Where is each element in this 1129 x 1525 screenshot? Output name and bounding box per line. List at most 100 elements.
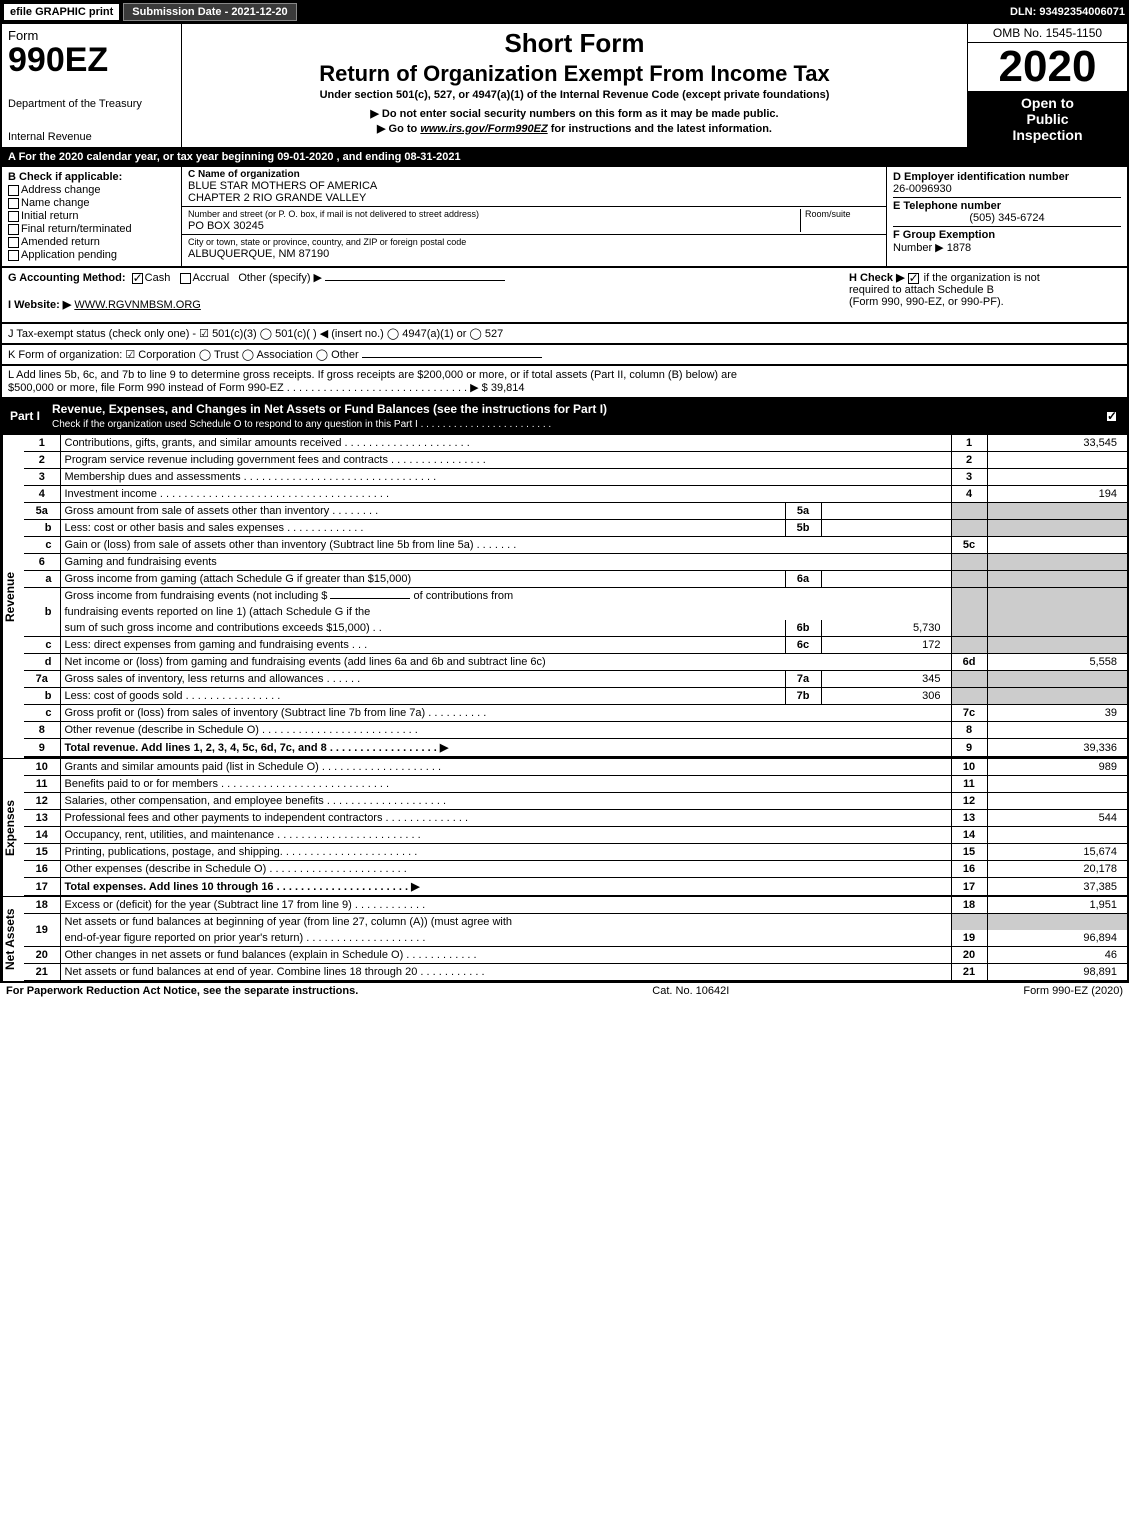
line-6b-3: sum of such gross income and contributio… — [24, 620, 1127, 637]
line-6c: c Less: direct expenses from gaming and … — [24, 637, 1127, 654]
line-6a: a Gross income from gaming (attach Sched… — [24, 571, 1127, 588]
col-b-checkboxes: B Check if applicable: Address change Na… — [2, 167, 182, 266]
header-center: Short Form Return of Organization Exempt… — [182, 24, 967, 147]
j-text: J Tax-exempt status (check only one) - ☑… — [8, 328, 503, 340]
omb-number: OMB No. 1545-1150 — [968, 24, 1127, 43]
goto-instructions: ▶ Go to www.irs.gov/Form990EZ for instru… — [190, 122, 959, 135]
line-16: 16 Other expenses (describe in Schedule … — [24, 861, 1127, 878]
row-k: K Form of organization: ☑ Corporation ◯ … — [0, 345, 1129, 366]
h-text1: if the organization is not — [924, 272, 1040, 284]
line-20: 20 Other changes in net assets or fund b… — [24, 947, 1127, 964]
k-other-input[interactable] — [362, 357, 542, 358]
chk-amended-return[interactable]: Amended return — [8, 236, 175, 248]
line-15: 15 Printing, publications, postage, and … — [24, 844, 1127, 861]
line-2: 2 Program service revenue including gove… — [24, 452, 1127, 469]
chk-final-return[interactable]: Final return/terminated — [8, 223, 175, 235]
h-text2: required to attach Schedule B — [849, 284, 994, 296]
group-exemption-block: F Group Exemption Number ▶ 1878 — [893, 227, 1121, 254]
line-19a: 19 Net assets or fund balances at beginn… — [24, 914, 1127, 931]
net-assets-section: Net Assets 18 Excess or (deficit) for th… — [0, 896, 1129, 983]
line-11: 11 Benefits paid to or for members . . .… — [24, 776, 1127, 793]
line-3: 3 Membership dues and assessments . . . … — [24, 469, 1127, 486]
org-name-block: C Name of organization BLUE STAR MOTHERS… — [182, 167, 886, 207]
form-number: 990EZ — [8, 43, 175, 77]
form-header: Form 990EZ Department of the Treasury In… — [0, 24, 1129, 149]
l-text2: $500,000 or more, file Form 990 instead … — [8, 381, 1121, 394]
group-ex-label2: Number ▶ — [893, 242, 944, 254]
efile-label: efile GRAPHIC print — [4, 4, 119, 20]
line-5b: b Less: cost or other basis and sales ex… — [24, 520, 1127, 537]
line-13: 13 Professional fees and other payments … — [24, 810, 1127, 827]
return-title: Return of Organization Exempt From Incom… — [190, 61, 959, 87]
open-line1: Open to — [970, 95, 1125, 111]
under-section: Under section 501(c), 527, or 4947(a)(1)… — [190, 89, 959, 101]
submission-date: Submission Date - 2021-12-20 — [123, 3, 296, 21]
row-g-h: G Accounting Method: Cash Accrual Other … — [0, 268, 1129, 324]
line-8: 8 Other revenue (describe in Schedule O)… — [24, 722, 1127, 739]
open-line3: Inspection — [970, 127, 1125, 143]
line-5a: 5a Gross amount from sale of assets othe… — [24, 503, 1127, 520]
chk-accrual[interactable] — [180, 273, 191, 284]
g-label: G Accounting Method: — [8, 272, 126, 284]
chk-cash[interactable] — [132, 273, 143, 284]
group-ex-label: F Group Exemption — [893, 229, 995, 241]
addr-label: Number and street (or P. O. box, if mail… — [188, 209, 479, 219]
col-d-ids: D Employer identification number 26-0096… — [887, 167, 1127, 266]
part-1-label: Part I — [10, 409, 40, 423]
expenses-table: 10 Grants and similar amounts paid (list… — [24, 759, 1127, 896]
line-7c: c Gross profit or (loss) from sales of i… — [24, 705, 1127, 722]
city-value: ALBUQUERQUE, NM 87190 — [188, 248, 329, 260]
chk-application-pending[interactable]: Application pending — [8, 249, 175, 261]
header-left: Form 990EZ Department of the Treasury In… — [2, 24, 182, 147]
part-1-schedule-o-check[interactable] — [1106, 411, 1117, 422]
line-9: 9 Total revenue. Add lines 1, 2, 3, 4, 5… — [24, 739, 1127, 758]
row-j: J Tax-exempt status (check only one) - ☑… — [0, 324, 1129, 345]
website-value[interactable]: WWW.RGVNMBSM.ORG — [74, 299, 201, 311]
col-b-title: B Check if applicable: — [8, 171, 175, 183]
line-17: 17 Total expenses. Add lines 10 through … — [24, 878, 1127, 896]
org-city-block: City or town, state or province, country… — [182, 235, 886, 262]
org-name-label: C Name of organization — [188, 169, 300, 180]
net-assets-table: 18 Excess or (deficit) for the year (Sub… — [24, 897, 1127, 981]
chk-name-change[interactable]: Name change — [8, 197, 175, 209]
revenue-section: Revenue 1 Contributions, gifts, grants, … — [0, 435, 1129, 758]
i-label: I Website: ▶ — [8, 299, 71, 311]
6b-blank[interactable] — [330, 598, 410, 599]
l-text1: L Add lines 5b, 6c, and 7b to line 9 to … — [8, 369, 1121, 381]
irs-link[interactable]: www.irs.gov/Form990EZ — [420, 123, 547, 135]
chk-address-change[interactable]: Address change — [8, 184, 175, 196]
dept-treasury: Department of the Treasury — [8, 98, 175, 110]
header-right: OMB No. 1545-1150 2020 Open to Public In… — [967, 24, 1127, 147]
room-suite-label: Room/suite — [800, 209, 880, 232]
open-to-public: Open to Public Inspection — [968, 91, 1127, 147]
part-1-title: Revenue, Expenses, and Changes in Net As… — [52, 402, 1106, 430]
g-other: Other (specify) ▶ — [238, 272, 322, 284]
chk-initial-return[interactable]: Initial return — [8, 210, 175, 222]
g-other-input[interactable] — [325, 280, 505, 281]
line-1: 1 Contributions, gifts, grants, and simi… — [24, 435, 1127, 452]
row-h: H Check ▶ if the organization is not req… — [841, 271, 1121, 319]
h-label: H Check ▶ — [849, 272, 905, 284]
ein-label: D Employer identification number — [893, 171, 1069, 183]
line-14: 14 Occupancy, rent, utilities, and maint… — [24, 827, 1127, 844]
line-7b: b Less: cost of goods sold . . . . . . .… — [24, 688, 1127, 705]
line-19b: end-of-year figure reported on prior yea… — [24, 930, 1127, 947]
short-form-title: Short Form — [190, 28, 959, 59]
row-g: G Accounting Method: Cash Accrual Other … — [8, 271, 841, 319]
line-12: 12 Salaries, other compensation, and emp… — [24, 793, 1127, 810]
expenses-vert-label: Expenses — [2, 759, 24, 896]
line-4: 4 Investment income . . . . . . . . . . … — [24, 486, 1127, 503]
part-1-header: Part I Revenue, Expenses, and Changes in… — [0, 399, 1129, 435]
goto-post: for instructions and the latest informat… — [551, 123, 772, 135]
ein-block: D Employer identification number 26-0096… — [893, 169, 1121, 198]
phone-block: E Telephone number (505) 345-6724 — [893, 198, 1121, 227]
line-21: 21 Net assets or fund balances at end of… — [24, 964, 1127, 981]
row-a-tax-year: A For the 2020 calendar year, or tax yea… — [0, 149, 1129, 167]
line-7a: 7a Gross sales of inventory, less return… — [24, 671, 1127, 688]
footer-cat-no: Cat. No. 10642I — [358, 985, 1023, 997]
phone-value: (505) 345-6724 — [893, 212, 1121, 224]
chk-h[interactable] — [908, 273, 919, 284]
public-warning: ▶ Do not enter social security numbers o… — [190, 107, 959, 120]
city-label: City or town, state or province, country… — [188, 237, 466, 247]
line-6: 6 Gaming and fundraising events — [24, 554, 1127, 571]
